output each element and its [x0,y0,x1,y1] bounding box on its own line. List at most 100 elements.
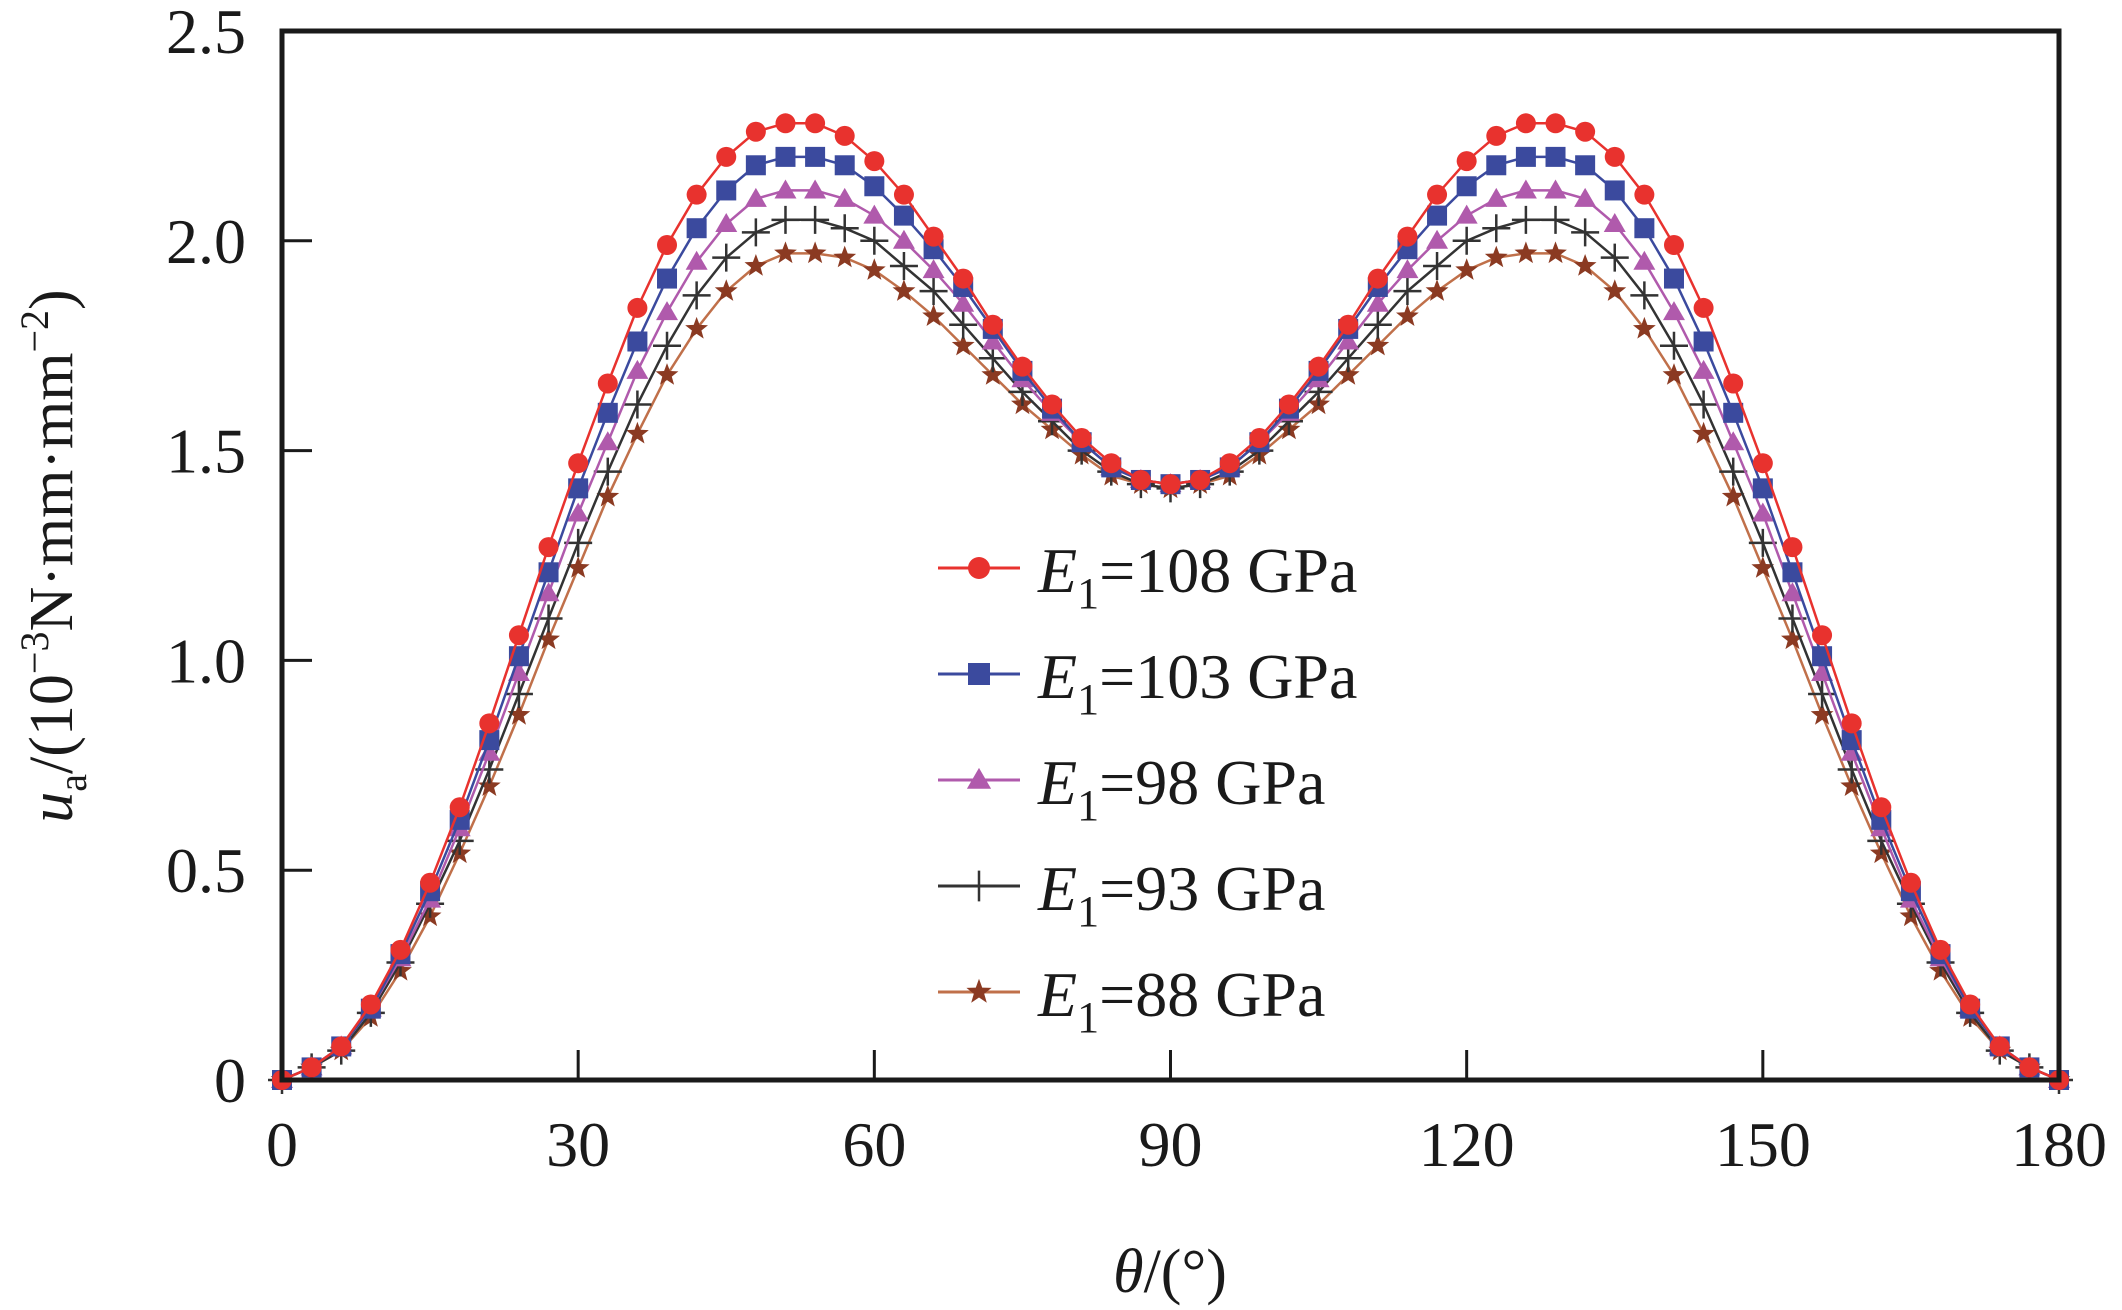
data-point [537,582,560,602]
data-point [893,184,914,205]
y-tick-label: 1.0 [166,625,246,696]
data-point [655,363,679,385]
data-point [1308,356,1329,377]
x-tick-label: 90 [1139,1109,1203,1180]
data-point [1812,625,1833,646]
data-point [862,258,886,280]
data-point [833,245,857,268]
x-axis-title-symbol: θ [1113,1238,1143,1306]
data-point [919,277,948,306]
data-point [951,333,975,356]
legend-label: E1=108 GPa [1037,535,1357,618]
y-tick-label: 2.5 [166,0,246,67]
data-point [1604,146,1625,167]
data-point [1482,214,1511,243]
data-point [2019,1057,2040,1078]
legend-item: E1=108 GPa [938,535,1357,618]
data-point [1723,373,1744,394]
data-point [922,304,945,326]
legend-item: E1=93 GPa [938,853,1325,936]
data-point [745,121,766,142]
legend-marker-square [968,663,990,685]
data-point [1634,184,1655,205]
data-point [1634,218,1655,239]
x-axis-title: θ/(°) [1113,1238,1227,1306]
data-point [477,774,501,796]
data-point [1811,661,1834,681]
y-tick-label: 2.0 [166,206,246,277]
data-point [1367,268,1388,289]
data-point [1484,245,1508,268]
data-point [830,214,859,243]
data-point [1338,314,1359,335]
data-point [1160,474,1181,495]
legend-marker-star [966,978,992,1003]
data-point [657,268,678,289]
x-tick-label: 0 [266,1109,298,1180]
data-point [1336,363,1360,385]
data-point [1545,146,1566,167]
data-point [774,179,797,199]
data-point [803,241,827,264]
data-point [863,204,886,224]
data-point [626,359,649,379]
data-point [1603,279,1627,301]
data-point [1456,176,1477,197]
y-tick-label: 0 [214,1045,246,1116]
data-point [805,146,826,167]
data-point [1723,402,1744,423]
data-point [1663,268,1684,289]
legend-label: E1=93 GPa [1037,853,1325,936]
x-axis-ticks: 0 30 60 90 120 150 180 [266,1050,2107,1180]
y-tick-label: 1.5 [166,416,246,487]
x-tick-label: 120 [1419,1109,1515,1180]
series-circle [272,113,2069,1090]
data-point [1190,469,1211,490]
data-point [1511,205,1540,234]
data-point [834,125,855,146]
data-point [981,330,1004,350]
data-point [981,363,1005,385]
data-point [390,939,411,960]
data-point [1425,279,1449,301]
legend-marker-plus [963,870,995,902]
legend-item: E1=103 GPa [938,641,1357,724]
data-point [1249,428,1270,449]
y-axis-title-symbol: u [18,792,86,823]
data-point [1042,394,1063,415]
data-point [1514,179,1537,199]
data-point [1363,310,1392,339]
data-point [982,314,1003,335]
data-point [1748,528,1777,557]
data-point [1781,582,1804,602]
data-point [1693,297,1714,318]
data-point [952,292,975,312]
legend: E1=108 GPa E1=103 GPa E1=98 GPa E1=93 GPa E1… [938,535,1357,1042]
data-point [1396,259,1419,279]
data-point [623,390,652,419]
data-point [1423,251,1452,280]
data-point [1541,205,1570,234]
data-point [889,251,918,280]
data-point [1452,226,1481,255]
data-point [1662,363,1686,385]
data-point [597,402,618,423]
data-point [1662,301,1685,321]
data-point [714,279,738,301]
data-point [864,176,885,197]
data-point [893,205,914,226]
data-point [1960,994,1981,1015]
data-point [1752,478,1773,499]
data-point [1396,304,1419,326]
data-point [538,562,559,583]
data-point [716,146,737,167]
data-point [507,661,530,681]
x-axis-title-rest: /(°) [1144,1238,1227,1306]
data-point [1781,627,1804,650]
data-point [1633,316,1656,339]
data-point [1871,797,1892,818]
data-point [1659,331,1688,360]
data-point [1366,333,1390,356]
data-point [331,1036,352,1057]
data-point [626,421,649,444]
